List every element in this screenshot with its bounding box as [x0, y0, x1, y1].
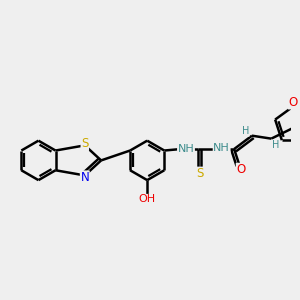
- Text: O: O: [288, 96, 298, 109]
- Text: O: O: [236, 164, 246, 176]
- Text: NH: NH: [178, 144, 194, 154]
- Text: OH: OH: [139, 194, 156, 204]
- Text: N: N: [80, 171, 89, 184]
- Text: S: S: [81, 137, 88, 150]
- Text: S: S: [196, 167, 204, 180]
- Text: H: H: [242, 126, 249, 136]
- Text: NH: NH: [213, 143, 230, 154]
- Text: H: H: [272, 140, 279, 150]
